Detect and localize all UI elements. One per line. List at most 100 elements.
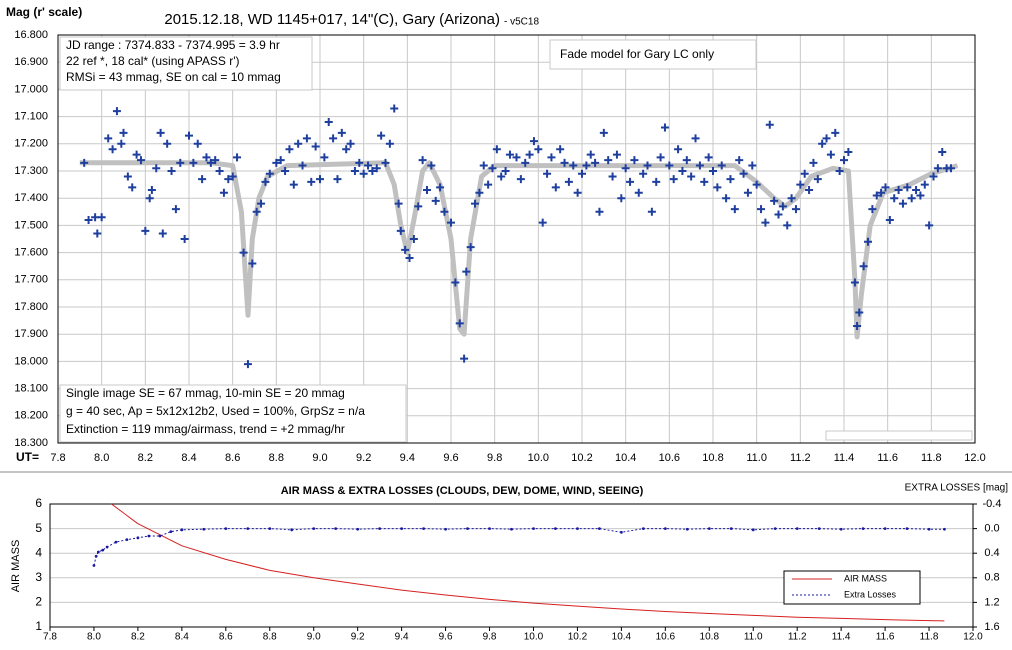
data-point (206, 158, 215, 167)
data-point (586, 150, 595, 159)
data-point (817, 527, 821, 530)
data-point (916, 191, 925, 200)
data-point (554, 527, 557, 530)
data-point (946, 164, 955, 173)
data-point (294, 139, 303, 148)
data-point (447, 218, 455, 227)
data-point (510, 527, 513, 531)
data-point (189, 158, 198, 167)
data-point (80, 158, 89, 167)
data-point (704, 153, 713, 162)
x-tick-label: 11.8 (921, 452, 942, 464)
data-point (105, 545, 109, 549)
x-tick-label: 9.2 (356, 452, 371, 464)
y2-axis-label: EXTRA LOSSES [mag] (905, 483, 1009, 494)
data-point (547, 153, 556, 162)
data-point (346, 139, 355, 148)
data-point (224, 527, 228, 530)
y-tick-label: 17.400 (14, 192, 48, 204)
overlays: 2015.12.18, WD 1145+017, 14"(C), Gary (A… (6, 5, 1009, 605)
y-tick-label: 3 (35, 570, 42, 584)
x-tick-label: 9.2 (351, 632, 365, 643)
data-point (573, 188, 582, 197)
data-point (356, 527, 360, 531)
y-tick-label: 17.500 (14, 219, 48, 231)
data-point (729, 527, 733, 530)
data-point (350, 167, 359, 175)
data-point (252, 207, 261, 216)
data-point (751, 528, 755, 532)
data-point (97, 213, 106, 222)
data-point (84, 215, 93, 224)
data-point (938, 147, 947, 156)
x-axis-label: UT= (16, 450, 39, 464)
data-point (665, 161, 674, 170)
data-point (364, 161, 373, 170)
data-point (831, 128, 840, 137)
data-point (576, 527, 579, 530)
data-point (695, 161, 704, 170)
data-point (722, 194, 731, 203)
y-tick-label: 17.300 (14, 165, 48, 177)
x-tick-label: 10.4 (615, 452, 636, 464)
data-point (141, 226, 150, 235)
data-line (111, 503, 945, 622)
data-point (261, 177, 270, 186)
data-point (228, 172, 237, 181)
data-point (859, 262, 868, 271)
data-point (257, 199, 266, 208)
x-tick-label: 12.0 (963, 632, 983, 643)
data-point (289, 180, 298, 189)
data-point (265, 169, 274, 178)
chart-title: 2015.12.18, WD 1145+017, 14"(C), Gary (A… (164, 11, 500, 28)
plot-area (49, 503, 974, 628)
data-point (543, 169, 552, 178)
data-point (215, 167, 224, 175)
x-tick-label: 8.4 (175, 632, 189, 643)
data-point (359, 169, 368, 178)
data-point (202, 527, 206, 531)
x-tick-label: 11.4 (834, 452, 855, 464)
y-tick-label: 17.100 (14, 111, 48, 123)
x-tick-label: 11.8 (920, 632, 939, 643)
data-point (422, 527, 425, 530)
y-tick-label: 6 (35, 496, 42, 510)
x-tick-label: 8.0 (94, 452, 109, 464)
data-point (123, 172, 132, 181)
data-point (117, 139, 126, 148)
data-point (381, 158, 390, 167)
data-point (312, 527, 316, 530)
data-point (773, 527, 777, 530)
y-tick-label: 1 (35, 619, 42, 633)
x-tick-label: 11.4 (832, 632, 851, 643)
data-point (92, 564, 96, 567)
data-point (285, 145, 294, 154)
data-point (180, 528, 184, 532)
data-point (400, 527, 404, 530)
data-point (329, 134, 338, 143)
data-point (394, 199, 403, 208)
data-point (578, 169, 586, 178)
data-point (907, 194, 916, 203)
plot-area (57, 34, 976, 444)
x-tick-label: 9.0 (312, 452, 327, 464)
data-point (108, 145, 117, 154)
y-tick-label: 17.200 (14, 138, 48, 150)
data-point (682, 156, 691, 165)
data-point (466, 527, 469, 530)
data-point (377, 131, 386, 140)
y-tick-label: 17.800 (14, 301, 48, 313)
data-point (94, 554, 98, 558)
legend (783, 570, 921, 605)
y-tick-label: 18.200 (14, 410, 48, 422)
x-tick-label: 7.8 (43, 632, 57, 643)
data-point (927, 527, 931, 531)
data-point (211, 156, 220, 165)
data-point (813, 175, 822, 184)
data-point (505, 150, 514, 159)
data-point (169, 530, 173, 534)
data-point (268, 527, 272, 530)
data-point (492, 145, 501, 154)
data-point (929, 172, 938, 181)
data-point (171, 205, 180, 214)
